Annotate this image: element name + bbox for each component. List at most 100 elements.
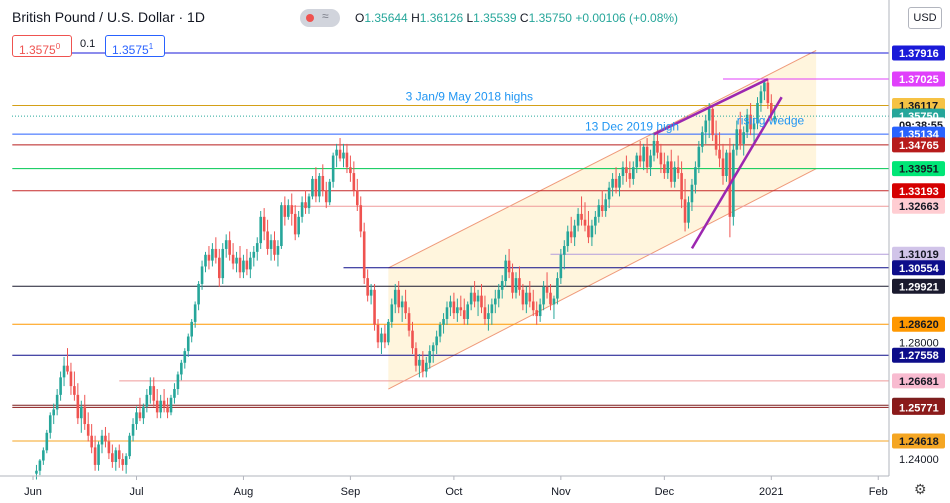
candle xyxy=(521,283,525,311)
candle xyxy=(711,105,714,141)
candle-body xyxy=(607,187,611,200)
symbol-title[interactable]: British Pound / U.S. Dollar · 1D xyxy=(12,9,205,25)
candle xyxy=(494,289,497,314)
candle xyxy=(42,447,45,465)
candle xyxy=(249,251,252,279)
price-label-text: 1.33193 xyxy=(899,186,939,198)
candle-body xyxy=(304,202,307,209)
candle-body xyxy=(535,310,538,317)
price-label: 1.33951 xyxy=(892,161,945,177)
candle-body xyxy=(311,178,314,197)
candle-body xyxy=(335,149,338,156)
candle-body xyxy=(663,164,666,174)
candle xyxy=(362,222,366,284)
price-label-box xyxy=(892,373,945,389)
candle xyxy=(169,394,173,416)
candle-body xyxy=(614,178,618,188)
ohlc-low-label: L xyxy=(466,11,474,25)
candle xyxy=(542,281,545,311)
candle xyxy=(580,196,583,226)
candle-body xyxy=(525,292,528,305)
candle-body xyxy=(186,336,190,352)
candle-body xyxy=(352,173,356,191)
wedge-lower-line[interactable] xyxy=(690,96,783,249)
currency-button[interactable]: USD xyxy=(908,7,942,29)
candle xyxy=(345,143,349,174)
candle xyxy=(235,251,238,273)
time-axis-label-6: Dec xyxy=(655,486,675,498)
candle xyxy=(497,283,501,308)
candle xyxy=(166,397,169,419)
candle-body xyxy=(666,161,670,174)
annotation-0[interactable]: 3 Jan/9 May 2018 highs xyxy=(406,90,533,104)
gear-icon[interactable]: ⚙ xyxy=(914,481,927,497)
candle-body xyxy=(193,304,197,322)
candle-body xyxy=(749,114,752,130)
time-axis-label-7: 2021 xyxy=(759,486,783,498)
price-label: 1.25771 xyxy=(892,399,945,415)
price-label-text: 1.37916 xyxy=(899,48,939,60)
candle xyxy=(380,327,383,355)
candle xyxy=(45,429,49,454)
chart-toggle[interactable]: ≈ xyxy=(300,9,340,27)
candle-body xyxy=(166,406,169,413)
candle-body xyxy=(411,330,414,349)
annotation-2[interactable]: rising wedge xyxy=(737,113,805,127)
candle-body xyxy=(456,307,459,314)
candle xyxy=(531,289,535,317)
time-axis-label-2: Aug xyxy=(234,486,254,498)
candle-body xyxy=(642,146,645,162)
time-axis-label-4: Oct xyxy=(445,486,462,498)
spread-value: 0.1 xyxy=(80,38,96,50)
candle-body xyxy=(590,225,594,238)
candle-body xyxy=(449,301,452,308)
buy-button[interactable]: 1.35751 xyxy=(105,35,165,57)
candle-body xyxy=(376,324,380,343)
candle-body xyxy=(500,281,504,290)
candle xyxy=(535,301,538,325)
ohlc-open-label: O xyxy=(355,11,365,25)
channel-upper-line[interactable] xyxy=(388,50,817,269)
candle-body xyxy=(97,444,100,465)
candle-body xyxy=(342,152,345,159)
price-label-box xyxy=(892,161,945,177)
candle-body xyxy=(745,114,749,133)
candle-body xyxy=(587,225,590,238)
candle xyxy=(428,345,432,369)
channel-lower-line[interactable] xyxy=(388,168,817,390)
candle xyxy=(411,321,414,355)
candle xyxy=(687,196,690,229)
candle-body xyxy=(563,246,566,255)
candle xyxy=(242,254,245,279)
candle-body xyxy=(462,310,466,319)
candle xyxy=(200,260,204,290)
annotation-1[interactable]: 13 Dec 2019 high xyxy=(585,120,679,134)
candle-body xyxy=(359,205,363,232)
candle-body xyxy=(542,286,545,305)
candle xyxy=(162,389,166,413)
candle xyxy=(135,406,138,430)
sell-button[interactable]: 1.35750 xyxy=(12,35,72,57)
candle xyxy=(404,289,407,319)
time-axis-label-5: Nov xyxy=(551,486,571,498)
candle-body xyxy=(473,292,476,302)
ohlc-change: +0.00106 (+0.08%) xyxy=(575,11,679,25)
candle-body xyxy=(214,248,218,258)
wedge-upper-line[interactable] xyxy=(653,77,769,136)
candle-body xyxy=(52,409,55,416)
candle xyxy=(435,330,438,355)
candle xyxy=(62,356,66,387)
candle xyxy=(614,167,618,194)
candle-body xyxy=(366,278,369,296)
candle xyxy=(266,219,269,255)
candle-body xyxy=(245,260,249,270)
candle xyxy=(583,202,587,232)
candle xyxy=(573,219,576,247)
candle xyxy=(407,307,411,337)
price-label-box xyxy=(892,183,945,199)
candle xyxy=(193,301,197,328)
candle xyxy=(52,403,55,425)
candle xyxy=(311,175,314,200)
candle-body xyxy=(683,199,687,223)
